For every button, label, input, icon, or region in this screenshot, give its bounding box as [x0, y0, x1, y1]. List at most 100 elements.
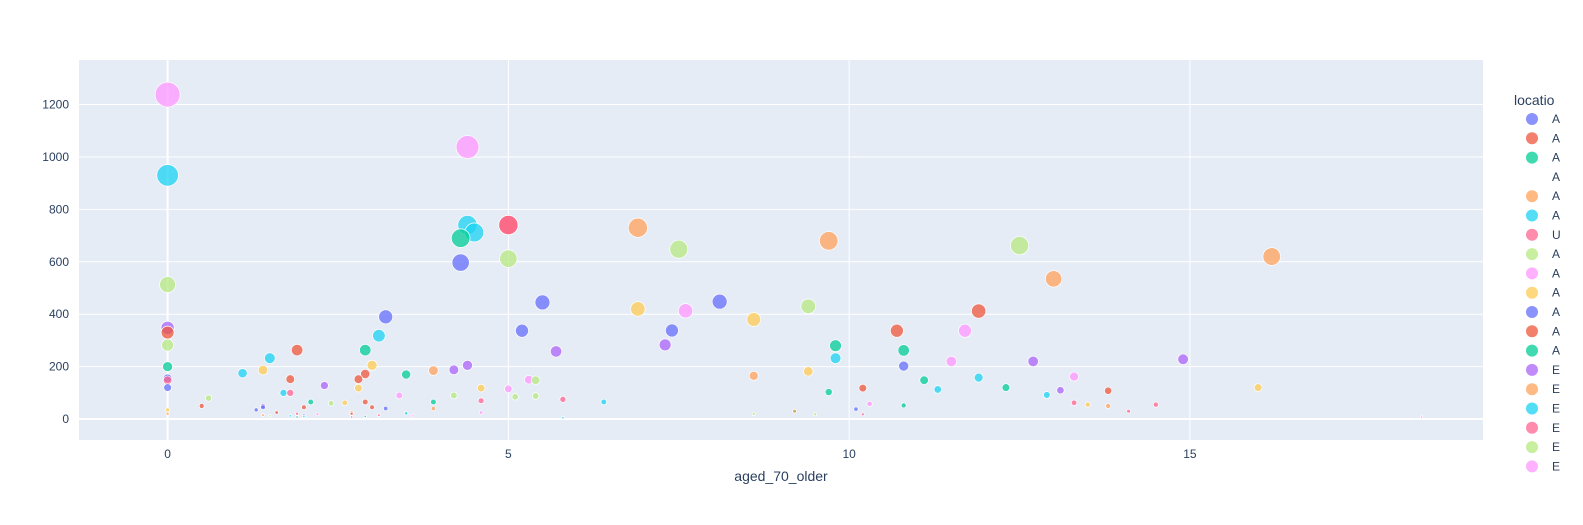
data-point[interactable] — [829, 339, 842, 352]
legend-item[interactable]: A — [1526, 305, 1560, 319]
data-point[interactable] — [866, 400, 873, 407]
data-point[interactable] — [165, 411, 170, 416]
data-point[interactable] — [430, 398, 437, 406]
data-point[interactable] — [561, 416, 565, 420]
data-point[interactable] — [1262, 247, 1281, 266]
data-point[interactable] — [237, 368, 248, 379]
data-point[interactable] — [295, 411, 300, 416]
data-point[interactable] — [559, 395, 567, 403]
data-point[interactable] — [746, 312, 762, 327]
data-point[interactable] — [498, 215, 519, 236]
data-point[interactable] — [665, 323, 679, 338]
data-point[interactable] — [824, 388, 833, 396]
legend-item[interactable]: A — [1526, 286, 1560, 300]
data-point[interactable] — [971, 303, 987, 319]
legend-item[interactable]: E — [1526, 382, 1560, 396]
data-point[interactable] — [165, 407, 171, 413]
data-point[interactable] — [530, 375, 541, 385]
data-point[interactable] — [162, 361, 173, 372]
legend-item[interactable]: A — [1526, 151, 1560, 165]
legend-item[interactable]: E — [1526, 440, 1560, 454]
data-point[interactable] — [198, 403, 205, 409]
data-point[interactable] — [511, 393, 519, 401]
data-point[interactable] — [1420, 415, 1424, 419]
data-point[interactable] — [1253, 383, 1263, 392]
data-point[interactable] — [550, 345, 563, 358]
data-point[interactable] — [476, 383, 486, 393]
data-point[interactable] — [600, 398, 608, 406]
data-point[interactable] — [253, 407, 259, 413]
data-point[interactable] — [889, 323, 904, 338]
data-point[interactable] — [328, 400, 335, 407]
data-point[interactable] — [630, 301, 646, 317]
data-point[interactable] — [411, 414, 415, 418]
data-point[interactable] — [534, 294, 551, 311]
data-point[interactable] — [958, 323, 972, 338]
data-point[interactable] — [1177, 353, 1189, 365]
data-point[interactable] — [531, 392, 540, 400]
data-point[interactable] — [285, 374, 296, 384]
data-point[interactable] — [288, 414, 292, 418]
data-point[interactable] — [792, 408, 797, 414]
data-point[interactable] — [504, 384, 513, 394]
data-point[interactable] — [748, 370, 759, 381]
data-point[interactable] — [1043, 391, 1051, 399]
data-point[interactable] — [261, 413, 265, 417]
data-point[interactable] — [1001, 383, 1011, 392]
data-point[interactable] — [372, 329, 386, 343]
data-point[interactable] — [162, 375, 173, 385]
data-point[interactable] — [354, 383, 363, 393]
legend-item[interactable]: E — [1526, 363, 1560, 377]
data-point[interactable] — [428, 365, 439, 376]
data-point[interactable] — [378, 309, 394, 325]
data-point[interactable] — [359, 344, 372, 357]
legend-item[interactable]: E — [1526, 459, 1560, 473]
data-point[interactable] — [156, 164, 179, 187]
data-point[interactable] — [366, 359, 378, 371]
data-point[interactable] — [350, 415, 354, 419]
data-point[interactable] — [160, 325, 175, 340]
data-point[interactable] — [751, 411, 756, 416]
data-point[interactable] — [290, 344, 304, 357]
data-point[interactable] — [711, 293, 728, 310]
data-point[interactable] — [1126, 408, 1131, 414]
data-point[interactable] — [319, 381, 329, 390]
data-point[interactable] — [257, 364, 269, 376]
data-point[interactable] — [430, 405, 437, 412]
data-point[interactable] — [362, 398, 369, 406]
legend-item[interactable]: A — [1526, 170, 1560, 184]
data-point[interactable] — [315, 412, 320, 417]
data-point[interactable] — [260, 404, 266, 410]
data-point[interactable] — [897, 344, 910, 357]
data-point[interactable] — [369, 404, 375, 410]
data-point[interactable] — [933, 385, 942, 394]
data-point[interactable] — [204, 394, 213, 402]
data-point[interactable] — [1070, 399, 1078, 406]
legend-item[interactable]: A — [1526, 112, 1560, 126]
legend-item[interactable]: A — [1526, 209, 1560, 223]
data-point[interactable] — [1045, 270, 1063, 288]
data-point[interactable] — [353, 374, 364, 384]
legend-item[interactable]: U — [1526, 228, 1561, 242]
data-point[interactable] — [1152, 401, 1159, 408]
data-point[interactable] — [1010, 236, 1030, 256]
data-point[interactable] — [448, 364, 460, 375]
data-point[interactable] — [159, 276, 176, 293]
data-point[interactable] — [1105, 403, 1112, 409]
data-point[interactable] — [853, 406, 859, 412]
data-point[interactable] — [477, 397, 485, 405]
data-point[interactable] — [279, 388, 288, 397]
data-point[interactable] — [395, 391, 404, 400]
data-point[interactable] — [1027, 355, 1039, 367]
data-point[interactable] — [302, 414, 306, 418]
data-point[interactable] — [274, 410, 279, 415]
legend-item[interactable]: A — [1526, 266, 1560, 280]
data-point[interactable] — [803, 366, 814, 377]
legend-item[interactable]: A — [1526, 189, 1560, 203]
data-point[interactable] — [301, 404, 307, 410]
data-point[interactable] — [451, 253, 470, 272]
data-point[interactable] — [900, 402, 907, 409]
data-point[interactable] — [800, 298, 816, 315]
data-point[interactable] — [919, 375, 929, 385]
